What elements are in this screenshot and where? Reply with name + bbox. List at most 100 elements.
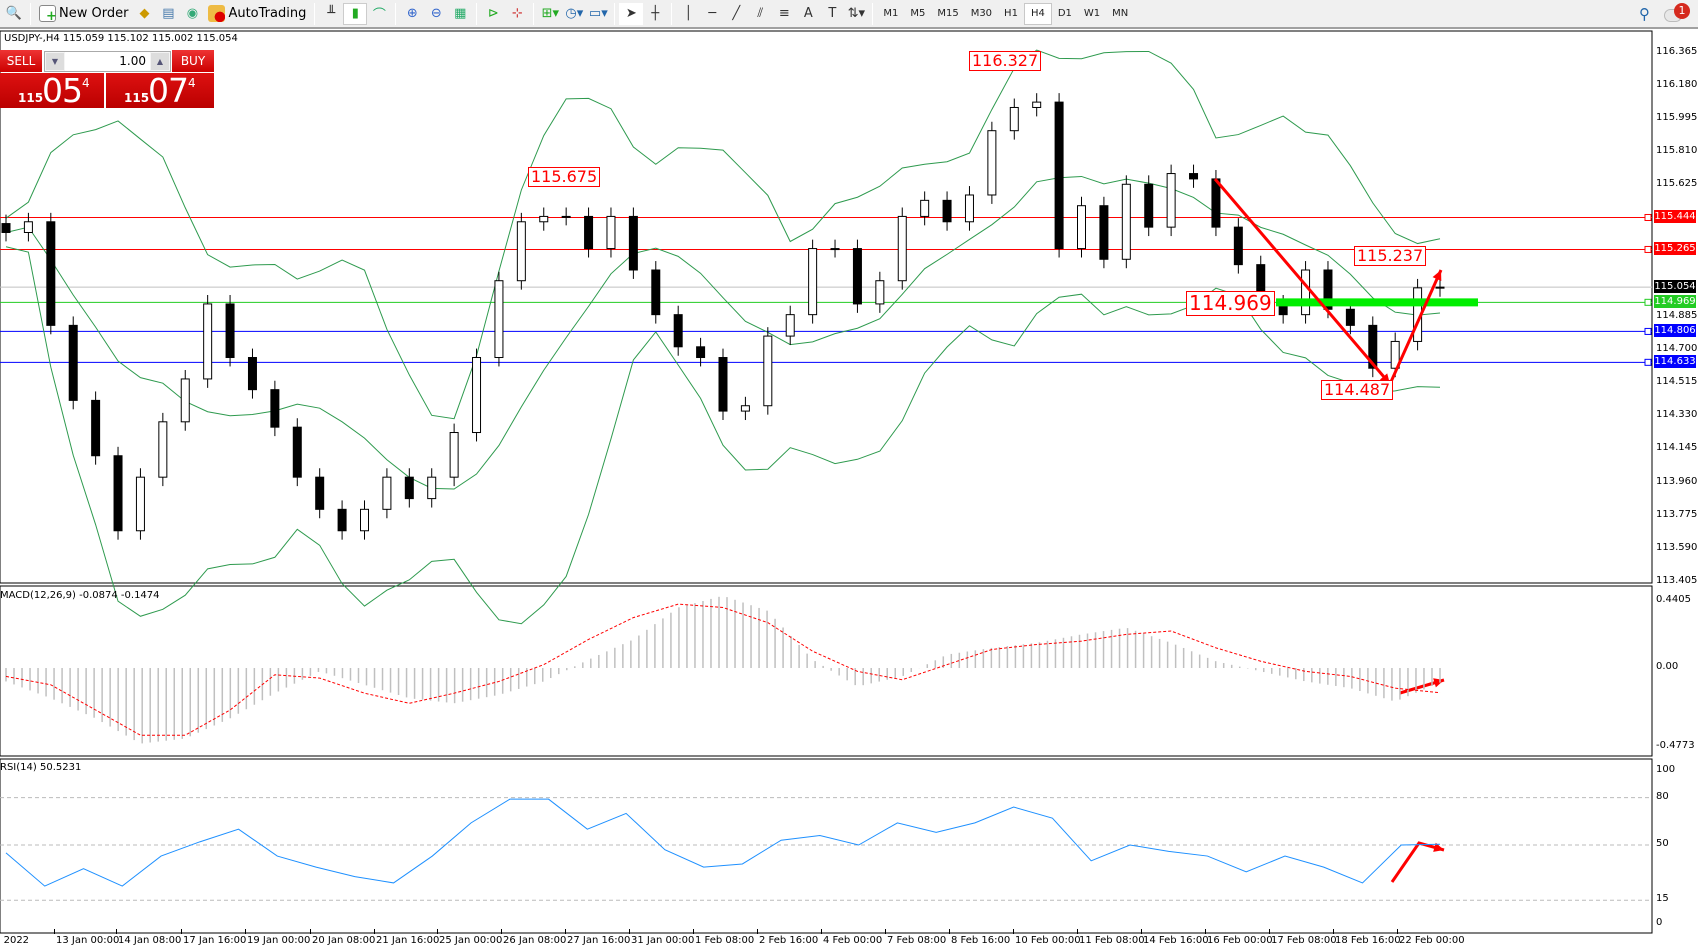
candle-body [897, 215, 907, 282]
price-annotation[interactable]: 115.237 [1354, 246, 1427, 266]
market-watch-icon[interactable]: ▤ [162, 6, 175, 21]
timeframe-m1[interactable]: M1 [883, 8, 899, 19]
separator [314, 2, 316, 25]
price-annotation[interactable]: 116.327 [969, 51, 1042, 71]
buy-price-prefix: 115 [124, 91, 150, 105]
date-tick: 7 Feb 08:00 [884, 929, 947, 946]
separator [614, 2, 616, 25]
candle-body [1144, 183, 1154, 228]
chart-shift-icon[interactable]: ⊳ [487, 6, 499, 21]
timeframe-d1[interactable]: D1 [1057, 8, 1072, 19]
periods-clock-icon[interactable]: ◷▾ [565, 6, 584, 21]
price-annotation[interactable]: 114.487 [1321, 380, 1394, 400]
date-tick: 16 Feb 00:00 [1205, 929, 1273, 946]
timeframe-m15[interactable]: M15 [937, 8, 959, 19]
sell-price[interactable]: 115 05 4 [0, 71, 104, 110]
trendline-icon[interactable]: ╱ [732, 6, 741, 21]
sell-price-pips: 05 [42, 71, 83, 110]
level-price-tag: 115.444 [1654, 210, 1696, 224]
line-chart-icon[interactable]: ⌒ [372, 8, 386, 23]
price-tick: 114.145 [1656, 442, 1698, 454]
candle-body [1121, 183, 1131, 260]
candle-body [606, 215, 616, 250]
level-price-tag: 115.265 [1654, 242, 1696, 256]
crosshair-icon[interactable]: ┼ [651, 6, 660, 21]
candle-body [964, 194, 974, 223]
separator [671, 2, 673, 25]
candle-body [292, 426, 302, 478]
candle-body [46, 221, 56, 326]
price-annotation[interactable]: 114.969 [1186, 291, 1275, 316]
cursor-icon[interactable]: ➤ [619, 2, 644, 25]
zoom-out-icon[interactable]: ⊖ [430, 6, 442, 21]
sell-price-prefix: 115 [18, 91, 44, 105]
lot-increase-button[interactable]: ▲ [151, 53, 169, 70]
buy-price-fraction: 4 [188, 76, 196, 90]
timeframe-h4[interactable]: H4 [1023, 2, 1052, 25]
timeframe-w1[interactable]: W1 [1083, 8, 1101, 19]
search-icon[interactable]: ⚲ [1639, 5, 1650, 23]
date-tick: Jan 2022 [0, 935, 29, 946]
notifications-button[interactable]: 1 [1664, 3, 1690, 25]
price-tick: 115.995 [1656, 112, 1698, 124]
timeframe-m30[interactable]: M30 [970, 8, 993, 19]
date-tick: 10 Feb 00:00 [1013, 929, 1081, 946]
autotrading-button[interactable]: AutoTrading [204, 2, 310, 26]
text-label-icon[interactable]: T [828, 6, 837, 21]
level-handle [1644, 358, 1652, 366]
metaeditor-icon[interactable]: ◆ [139, 6, 150, 21]
lot-decrease-button[interactable]: ▼ [46, 53, 64, 70]
text-icon[interactable]: A [803, 6, 813, 21]
down-trend-arrow [1213, 178, 1392, 385]
lot-value[interactable]: 1.00 [65, 52, 150, 71]
timeframe-mn[interactable]: MN [1112, 8, 1129, 19]
candle-body [404, 476, 414, 500]
chart-title: USDJPY-,H4 115.059 115.102 115.002 115.0… [4, 33, 238, 44]
date-tick: 31 Jan 00:00 [628, 929, 695, 946]
date-tick: 13 Jan 00:00 [53, 929, 120, 946]
signals-icon[interactable]: ◉ [186, 6, 199, 21]
zoom-in-icon[interactable]: ⊕ [406, 6, 418, 21]
date-tick: 25 Jan 00:00 [436, 929, 503, 946]
new-order-icon: + [39, 5, 57, 23]
candle-body [203, 303, 213, 380]
candle-body [91, 399, 101, 457]
candle-body [225, 303, 235, 359]
timeframe-h1[interactable]: H1 [1004, 8, 1018, 19]
new-order-button[interactable]: + New Order [35, 2, 132, 26]
price-annotation[interactable]: 115.675 [528, 167, 601, 187]
vertical-line-icon[interactable]: │ [684, 6, 693, 21]
candle-body [1435, 286, 1445, 289]
candlestick-chart-icon[interactable]: ▮ [343, 2, 368, 25]
level-handle [1644, 298, 1652, 306]
tile-windows-icon[interactable]: ▦ [454, 6, 467, 21]
candle-body [382, 476, 392, 510]
search-icon[interactable]: 🔍 [5, 6, 23, 21]
candle-body [539, 215, 549, 223]
autoscroll-icon[interactable]: ⊹ [511, 6, 523, 21]
arrows-icon[interactable]: ⇅▾ [847, 6, 866, 21]
rsi-up-arrow-head [1433, 842, 1444, 852]
candle-body [1368, 324, 1378, 369]
equidistant-channel-icon[interactable]: ⫽ [757, 6, 764, 21]
indicators-icon[interactable]: ⊞▾ [541, 6, 560, 21]
candle-body [1166, 173, 1176, 228]
candle-body [808, 248, 818, 316]
lot-size-input[interactable]: ▼ 1.00 ▲ [44, 51, 171, 72]
templates-icon[interactable]: ▭▾ [588, 6, 608, 21]
level-price-tag: 114.633 [1654, 355, 1696, 369]
bar-chart-icon[interactable]: ╨ [327, 6, 336, 21]
macd-pane [0, 585, 1653, 757]
buy-price[interactable]: 115 07 4 [106, 71, 214, 110]
timeframe-m5[interactable]: M5 [910, 8, 926, 19]
indicator-tick: 100 [1656, 764, 1676, 775]
buy-price-pips: 07 [148, 71, 189, 110]
candle-body [875, 280, 885, 305]
sell-button[interactable]: SELL [0, 50, 42, 72]
indicator-tick: 15 [1656, 893, 1669, 905]
candle-body [270, 389, 280, 428]
fibonacci-icon[interactable]: ≡ [778, 6, 790, 21]
horizontal-line-icon[interactable]: ─ [708, 6, 717, 21]
buy-button[interactable]: BUY [172, 50, 214, 72]
